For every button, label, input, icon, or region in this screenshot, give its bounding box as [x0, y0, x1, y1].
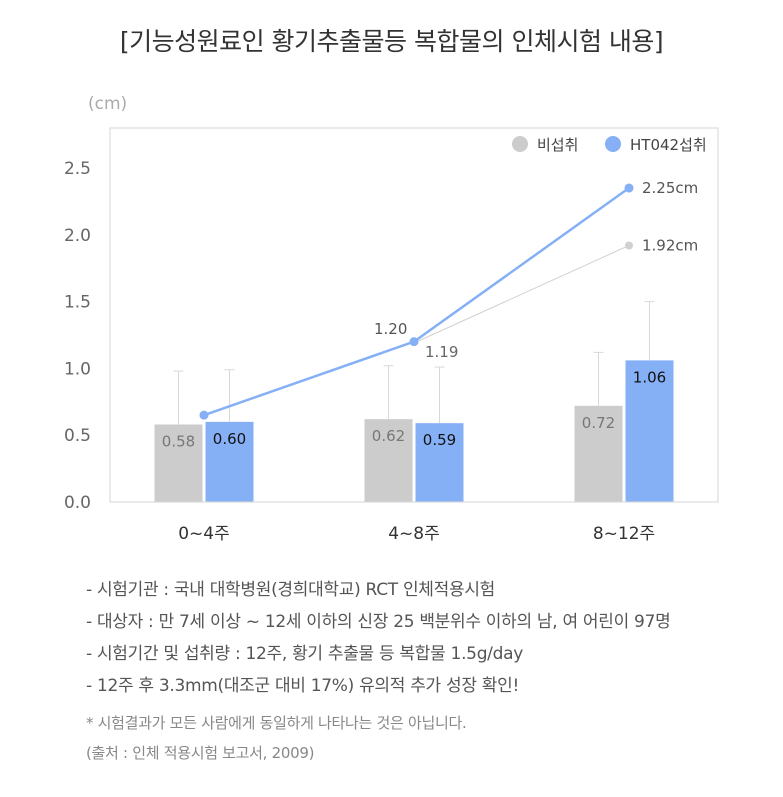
cumulative-label-ht042: 2.25cm — [642, 179, 698, 197]
y-tick-label: 0.5 — [64, 426, 91, 446]
bar-ht042 — [415, 423, 464, 502]
bar-line-chart: 0.0 0.5 1.0 1.5 2.0 2.5 0.58 0.62 0.72 0.60 0.59 1.… — [64, 127, 719, 544]
cumulative-point-ht042 — [199, 410, 209, 420]
x-tick-label: 4~8주 — [388, 524, 440, 544]
legend-label-non-intake: 비섭취 — [537, 136, 578, 154]
y-tick-label: 1.0 — [64, 359, 91, 379]
y-tick-label: 1.5 — [64, 293, 91, 313]
legend-swatch-ht042 — [605, 136, 621, 152]
note-item: - 시험기관 : 국내 대학병원(경희대학교) RCT 인체적용시험 — [86, 580, 496, 600]
cumulative-label-ht042: 1.20 — [374, 320, 407, 338]
bar-value-label: 0.60 — [213, 430, 246, 448]
note-item: - 시험기간 및 섭취량 : 12주, 황기 추출물 등 복합물 1.5g/da… — [86, 644, 523, 664]
legend-swatch-non-intake — [512, 136, 528, 152]
note-item: - 12주 후 3.3mm(대조군 대비 17%) 유의적 추가 성장 확인! — [86, 676, 519, 696]
bar-value-label: 0.59 — [423, 431, 456, 449]
legend-label-ht042: HT042섭취 — [630, 136, 707, 154]
bar-value-label: 1.06 — [633, 368, 666, 386]
bar-non-intake — [574, 405, 623, 502]
y-tick-label: 0.0 — [64, 493, 91, 513]
source-note: (출처 : 인체 적용시험 보고서, 2009) — [86, 744, 315, 762]
y-axis-unit: (cm) — [88, 94, 128, 114]
notes-list: - 시험기관 : 국내 대학병원(경희대학교) RCT 인체적용시험 - 대상자… — [86, 574, 671, 702]
x-tick-label: 0~4주 — [178, 524, 230, 544]
cumulative-label-non-intake: 1.19 — [425, 343, 458, 361]
note-item: - 대상자 : 만 7세 이상 ~ 12세 이하의 신장 25 백분위수 이하의… — [86, 612, 671, 632]
page-title: [기능성원료인 황기추출물등 복합물의 인체시험 내용] — [119, 27, 664, 56]
y-tick-label: 2.5 — [64, 159, 91, 179]
bar-value-label: 0.72 — [582, 414, 615, 432]
footnote: * 시험결과가 모든 사람에게 동일하게 나타나는 것은 아닙니다. — [86, 714, 467, 732]
cumulative-point-ht042 — [409, 337, 419, 347]
cumulative-point-non-intake — [625, 241, 633, 250]
cumulative-line-non-intake — [413, 245, 630, 344]
bar-non-intake — [154, 424, 203, 502]
bar-value-label: 0.62 — [372, 427, 405, 445]
cumulative-line-ht042 — [203, 187, 630, 417]
bar-ht042 — [625, 360, 674, 502]
y-tick-label: 2.0 — [64, 226, 91, 246]
bar-non-intake — [364, 419, 413, 502]
bar-value-label: 0.58 — [162, 433, 195, 451]
cumulative-point-ht042 — [624, 183, 634, 193]
bar-ht042 — [205, 421, 254, 502]
cumulative-label-non-intake: 1.92cm — [642, 236, 698, 254]
x-tick-label: 8~12주 — [593, 524, 655, 544]
